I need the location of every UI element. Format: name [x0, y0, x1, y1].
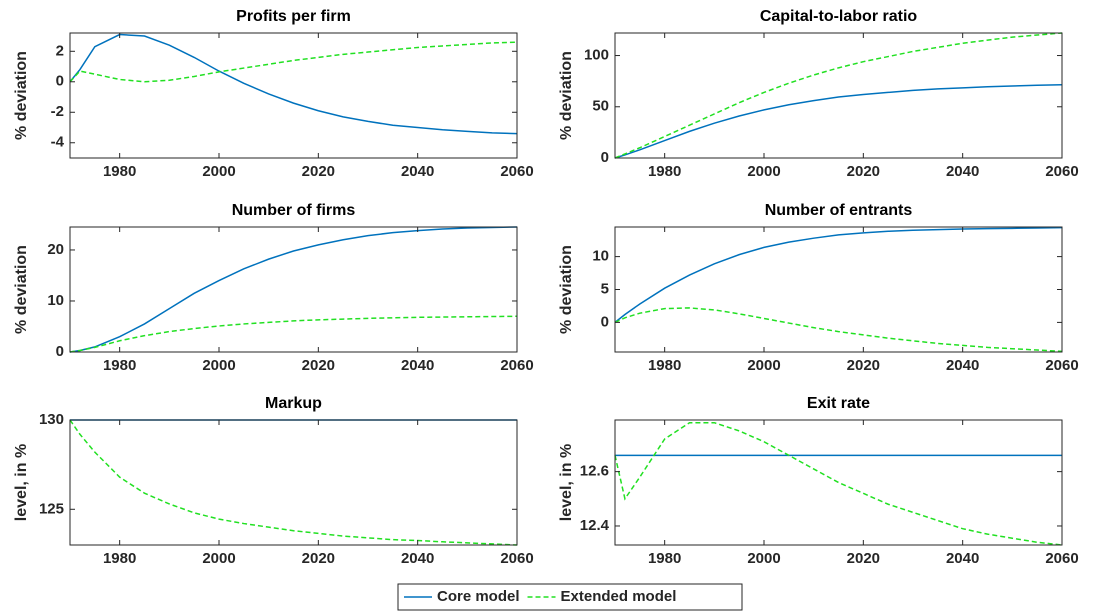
- x-tick-label: 2000: [747, 550, 780, 567]
- axes-box: [614, 32, 1063, 159]
- y-tick-label: 12.4: [580, 517, 610, 534]
- x-tick-label: 2000: [202, 550, 235, 567]
- chart-title: Markup: [265, 395, 322, 412]
- axes-box: [69, 419, 518, 546]
- y-tick-label: 125: [39, 500, 64, 517]
- chart-title: Profits per firm: [236, 8, 351, 25]
- y-axis-label: % deviation: [13, 51, 30, 140]
- y-tick-label: 0: [601, 149, 609, 166]
- x-tick-label: 2060: [500, 163, 533, 180]
- series-line: [614, 226, 1063, 323]
- chart-title: Number of entrants: [765, 202, 913, 219]
- y-tick-label: 20: [47, 241, 64, 258]
- series-line: [69, 226, 518, 353]
- axes-box: [614, 419, 1063, 546]
- series-line: [69, 33, 518, 135]
- x-tick-label: 2000: [747, 357, 780, 374]
- x-tick-label: 2040: [401, 550, 434, 567]
- y-tick-label: 10: [47, 292, 64, 309]
- x-tick-label: 2040: [946, 163, 979, 180]
- axes-box: [69, 32, 518, 159]
- axes-box: [69, 226, 518, 353]
- y-axis-label: % deviation: [558, 245, 575, 334]
- x-tick-label: 1980: [103, 163, 136, 180]
- plot-background: [70, 420, 517, 545]
- legend-label: Core model: [437, 588, 520, 605]
- series-line: [69, 41, 518, 83]
- plot-background: [615, 420, 1062, 545]
- x-tick-label: 2040: [401, 357, 434, 374]
- x-tick-label: 2000: [202, 163, 235, 180]
- x-tick-label: 2040: [946, 550, 979, 567]
- series-line: [614, 32, 1063, 159]
- chart-title: Capital-to-labor ratio: [760, 8, 918, 25]
- x-tick-label: 1980: [103, 357, 136, 374]
- x-tick-label: 2020: [302, 357, 335, 374]
- y-tick-label: 100: [584, 47, 609, 64]
- x-tick-label: 2040: [946, 357, 979, 374]
- y-tick-label: 10: [592, 248, 609, 265]
- y-tick-label: 0: [56, 343, 64, 360]
- x-tick-label: 2020: [302, 550, 335, 567]
- plot-background: [615, 33, 1062, 158]
- series-line: [614, 421, 1063, 546]
- x-tick-label: 2060: [1045, 550, 1078, 567]
- series-line: [614, 83, 1063, 159]
- y-axis-label: % deviation: [13, 245, 30, 334]
- chart-title: Number of firms: [232, 202, 356, 219]
- legend-box: [397, 583, 743, 611]
- y-tick-label: 0: [601, 313, 609, 330]
- x-tick-label: 2020: [847, 357, 880, 374]
- x-tick-label: 1980: [103, 550, 136, 567]
- x-tick-label: 2060: [1045, 163, 1078, 180]
- y-tick-label: -4: [51, 134, 65, 151]
- x-tick-label: 2020: [847, 163, 880, 180]
- x-tick-label: 1980: [648, 550, 681, 567]
- y-tick-label: 12.6: [580, 463, 609, 480]
- y-tick-label: 2: [56, 42, 64, 59]
- y-axis-label: % deviation: [558, 51, 575, 140]
- x-tick-label: 2020: [302, 163, 335, 180]
- plot-background: [70, 33, 517, 158]
- chart-title: Exit rate: [807, 395, 870, 412]
- legend-label: Extended model: [561, 588, 677, 605]
- y-tick-label: 50: [592, 98, 609, 115]
- x-tick-label: 1980: [648, 163, 681, 180]
- plot-background: [615, 227, 1062, 352]
- x-tick-label: 2060: [1045, 357, 1078, 374]
- y-axis-label: level, in %: [558, 444, 575, 521]
- x-tick-label: 2060: [500, 550, 533, 567]
- y-axis-label: level, in %: [13, 444, 30, 521]
- y-tick-label: 130: [39, 411, 64, 428]
- x-tick-label: 1980: [648, 357, 681, 374]
- plot-background: [70, 227, 517, 352]
- series-line: [69, 315, 518, 353]
- y-tick-label: 5: [601, 280, 609, 297]
- x-tick-label: 2040: [401, 163, 434, 180]
- x-tick-label: 2020: [847, 550, 880, 567]
- y-tick-label: -2: [51, 103, 64, 120]
- series-line: [69, 419, 518, 546]
- x-tick-label: 2000: [747, 163, 780, 180]
- x-tick-label: 2000: [202, 357, 235, 374]
- x-tick-label: 2060: [500, 357, 533, 374]
- y-tick-label: 0: [56, 73, 64, 90]
